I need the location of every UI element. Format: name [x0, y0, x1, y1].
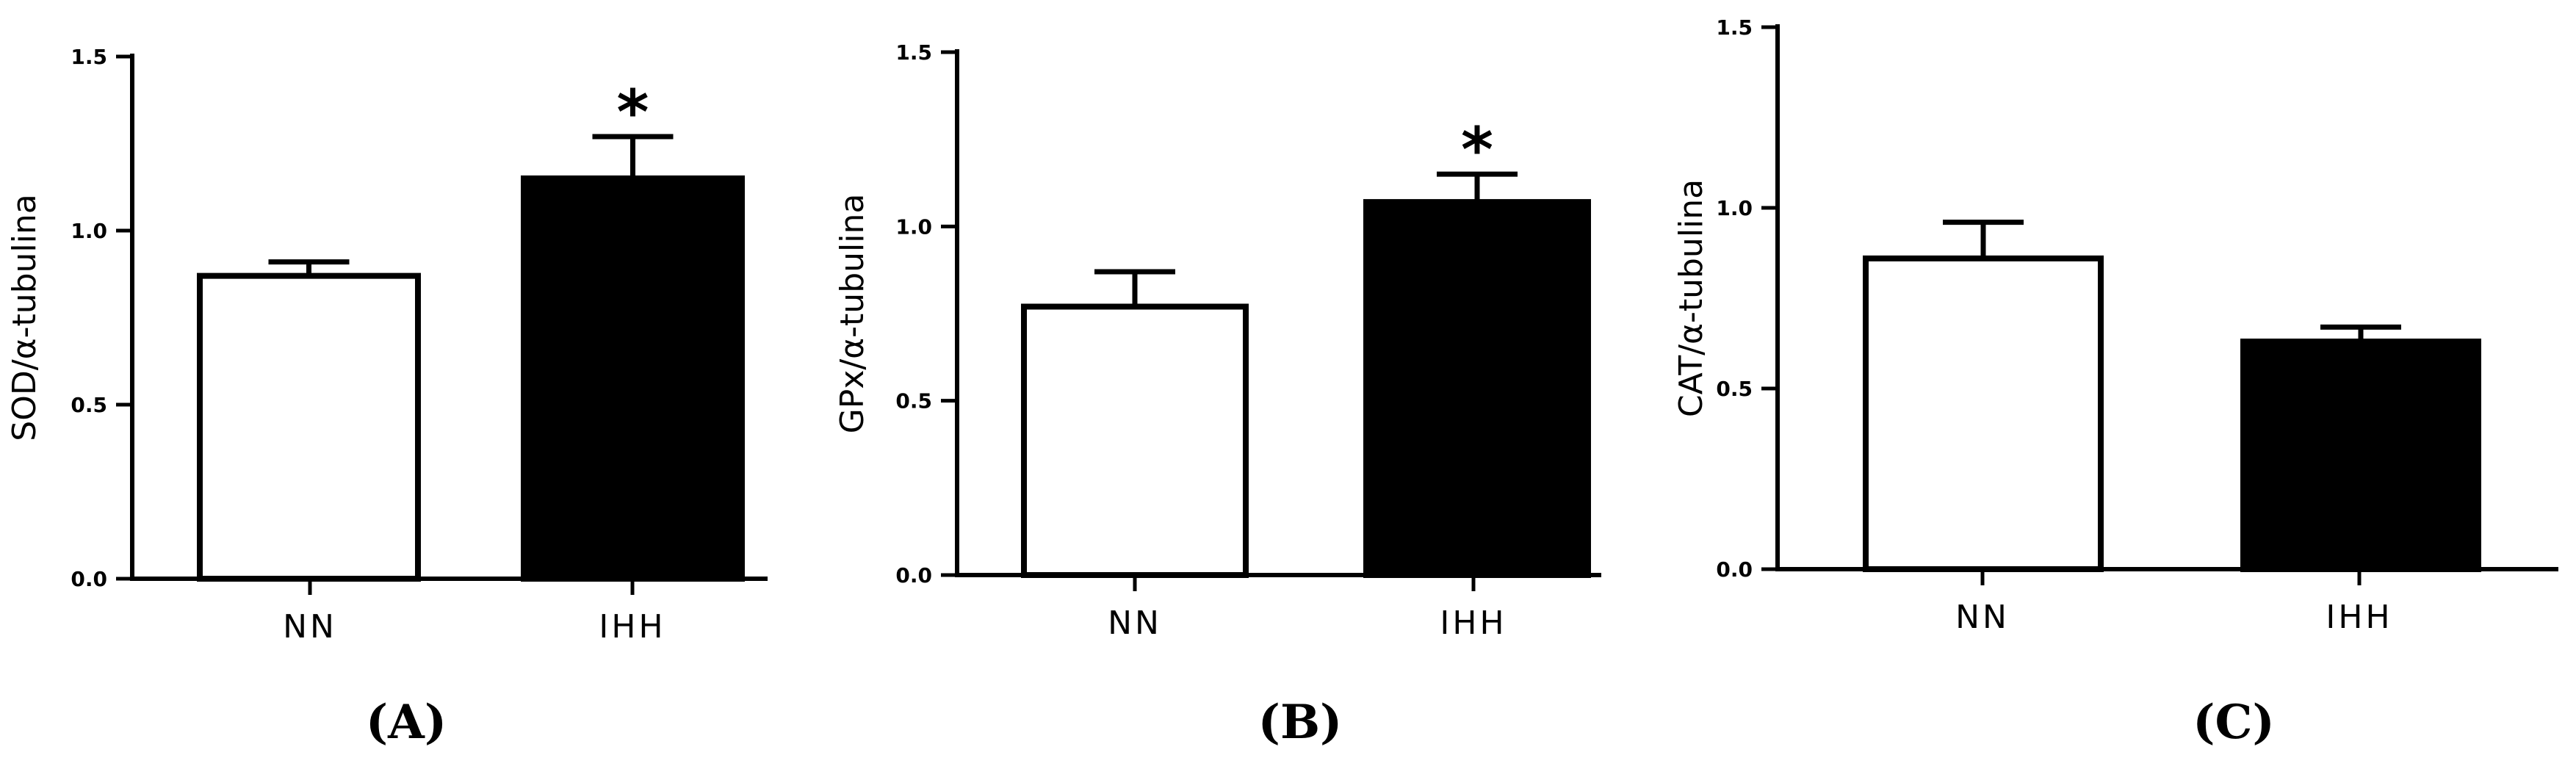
y-axis-title: CAT/α-tubulina [1673, 179, 1710, 417]
y-tick-label: 1.0 [1716, 196, 1753, 220]
y-tick-label: 0.0 [895, 563, 932, 588]
y-axis-title: SOD/α-tubulina [6, 194, 43, 441]
chart-panel-b: 0.0 0.5 1.0 1.5 GPx/α-tubulina NN IHH * (B) [834, 40, 1601, 750]
x-tick-label-nn: NN [283, 608, 337, 646]
y-tick-label: 0.0 [1716, 557, 1753, 582]
chart-panel-c: 0.0 0.5 1.0 1.5 CAT/α-tubulina NN IHH (C) [1673, 15, 2558, 750]
y-tick-label: 0.5 [1716, 377, 1753, 401]
significance-marker: * [617, 76, 649, 148]
x-tick-label-ihh: IHH [1440, 604, 1507, 642]
panel-label: (C) [2193, 695, 2275, 750]
y-tick-label: 1.0 [71, 219, 107, 243]
bar-nn [1863, 255, 2104, 572]
y-tick-label: 1.5 [1716, 15, 1753, 40]
bar-nn [197, 272, 421, 582]
x-tick-label-ihh: IHH [2326, 599, 2392, 636]
y-axis-title: GPx/α-tubulina [834, 194, 871, 434]
y-tick-label: 0.5 [895, 389, 932, 413]
significance-marker: * [1461, 114, 1493, 186]
x-tick-label-nn: NN [1955, 599, 2010, 636]
y-tick-label: 0.0 [71, 567, 107, 591]
panel-label: (A) [366, 695, 447, 750]
bar-ihh [2240, 339, 2481, 572]
bar-ihh [1363, 199, 1591, 578]
y-tick-label: 1.0 [895, 214, 932, 239]
y-tick-label: 0.5 [71, 393, 107, 417]
bar-ihh [521, 175, 745, 582]
chart-panel-a: 0.0 0.5 1.0 1.5 SOD/α-tubulina NN IHH * (A) [6, 45, 768, 750]
panel-label: (B) [1258, 695, 1343, 750]
x-tick-label-ihh: IHH [599, 608, 665, 646]
bar-nn [1021, 303, 1249, 578]
x-tick-label-nn: NN [1108, 604, 1162, 642]
y-tick-label: 1.5 [71, 45, 107, 69]
y-tick-label: 1.5 [895, 40, 932, 65]
